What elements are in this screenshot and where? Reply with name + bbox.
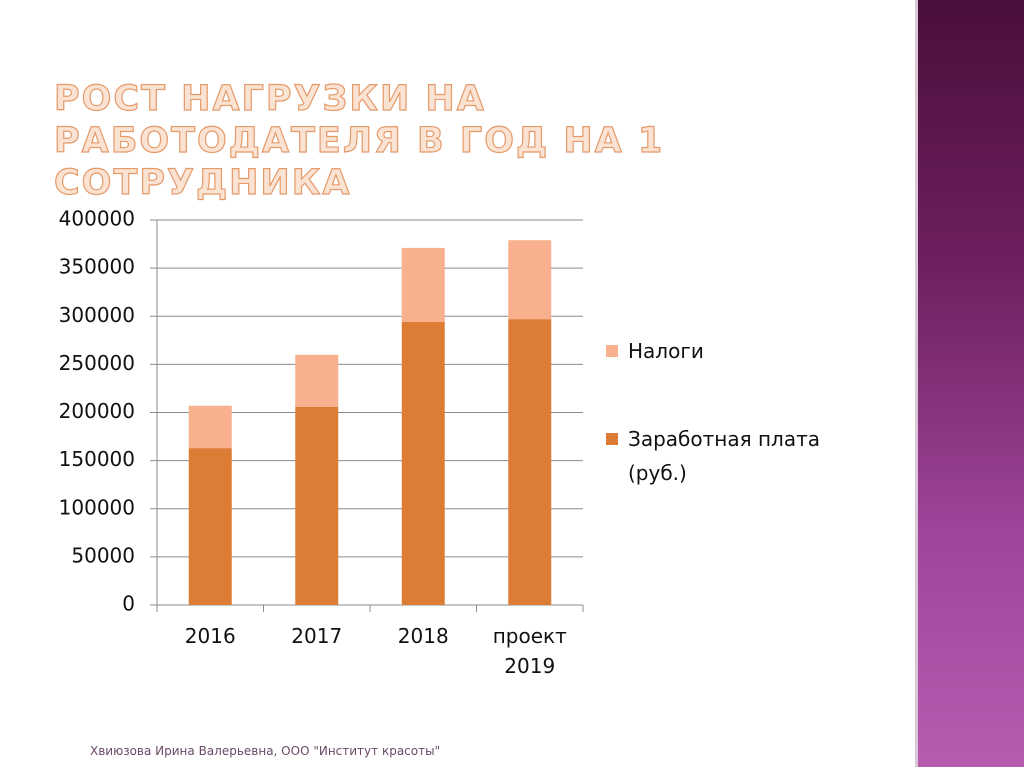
legend-swatch — [606, 433, 618, 445]
chart-title: РОСТ НАГРУЗКИ НА РАБОТОДАТЕЛЯ В ГОД НА 1… — [53, 78, 665, 203]
bar-segment — [295, 354, 339, 407]
chart: 0 50000 100000 150000 200000 250000 300000 3500… — [59, 207, 618, 616]
bar-segment — [401, 247, 445, 323]
y-tick-label: 350000 — [59, 255, 135, 279]
y-tick-label: 50000 — [71, 543, 135, 567]
bar-segment — [188, 448, 232, 605]
bar-segment — [508, 240, 552, 320]
y-tick-label: 100000 — [59, 495, 135, 519]
bar-segment — [508, 319, 552, 605]
bar-segment — [295, 406, 339, 605]
y-tick-label: 300000 — [59, 303, 135, 327]
legend-label: Налоги — [628, 339, 704, 363]
x-tick-label: 2016 — [184, 624, 236, 648]
y-tick-label: 200000 — [59, 399, 135, 423]
y-tick-label: 400000 — [59, 207, 135, 231]
legend-label: Заработная плата (руб.) — [628, 427, 820, 485]
x-tick-label: 2017 — [291, 624, 343, 648]
y-tick-label: 250000 — [59, 351, 135, 375]
y-tick-label: 150000 — [59, 447, 135, 471]
y-tick-label: 0 — [122, 592, 135, 616]
side-panel — [915, 0, 1024, 767]
x-tick-label: 2018 — [397, 624, 449, 648]
bar-segment — [188, 405, 232, 449]
legend-swatch — [606, 345, 618, 357]
x-tick-label: проект 2019 — [492, 624, 567, 678]
footer: Хвиюзова Ирина Валерьевна, ООО "Институт… — [90, 744, 441, 758]
bar-segment — [401, 322, 445, 605]
